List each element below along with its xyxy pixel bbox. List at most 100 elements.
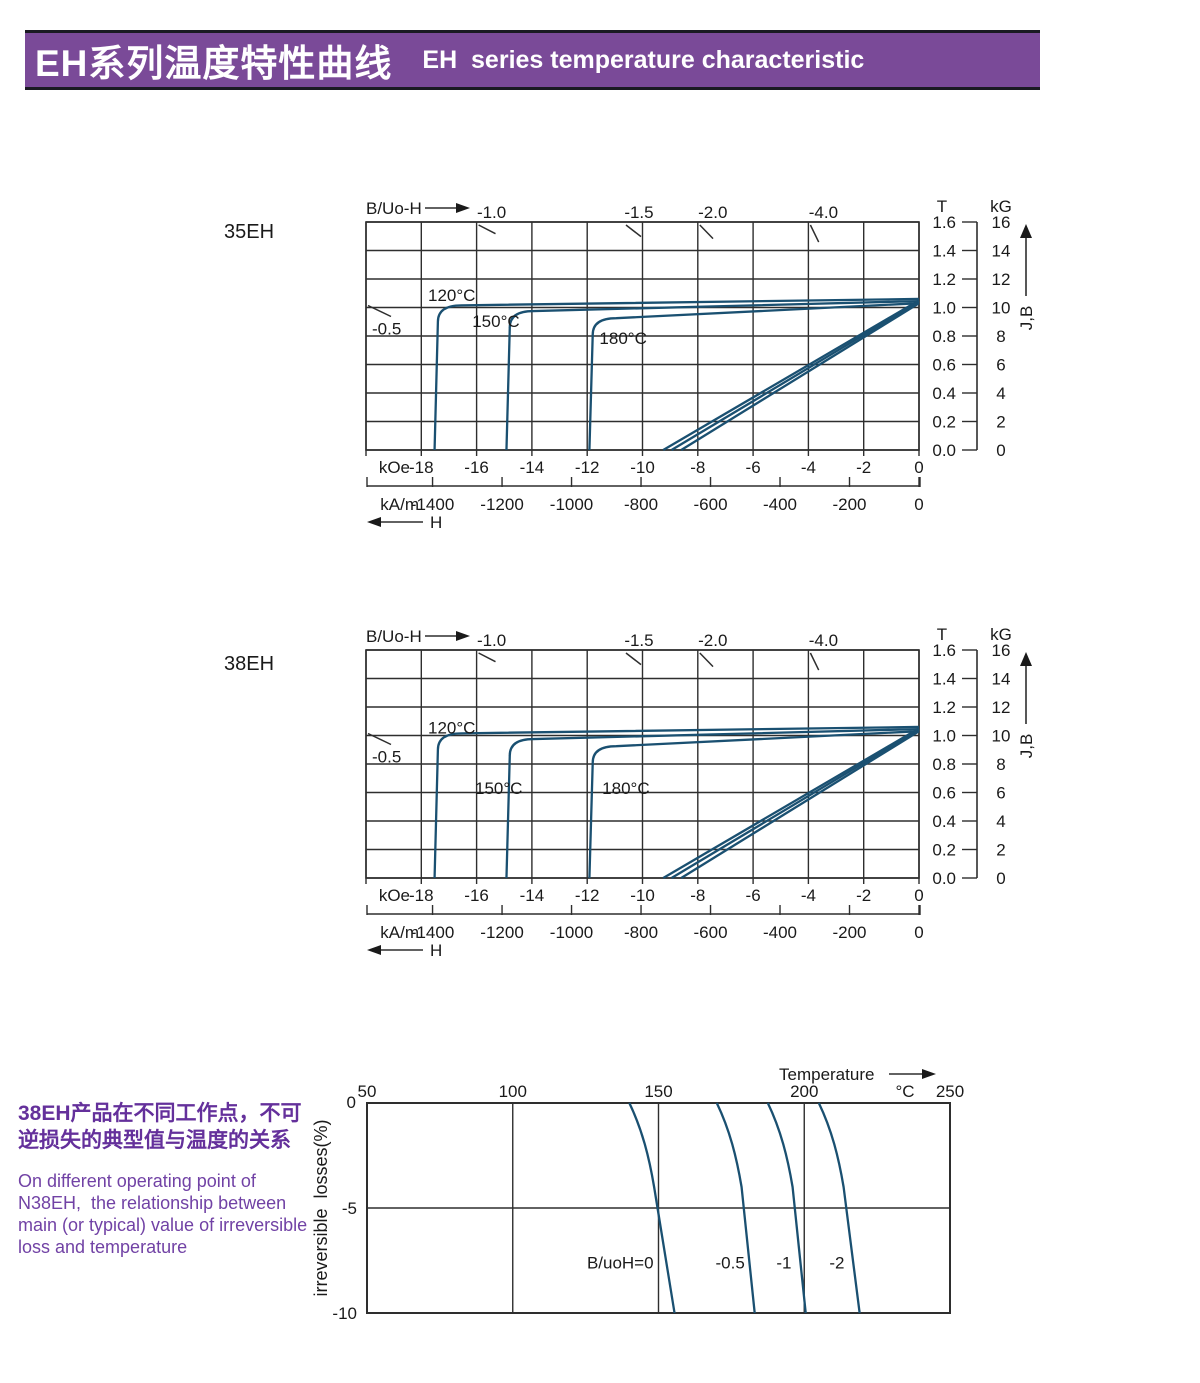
curve-180°C-J bbox=[588, 730, 920, 879]
description-en-line: On different operating point of bbox=[18, 1171, 256, 1191]
load-line-label: -1.5 bbox=[624, 631, 653, 650]
description-zh-line: 逆损失的典型值与温度的关系 bbox=[18, 1129, 291, 1152]
kg-tick-label: 14 bbox=[992, 670, 1011, 689]
load-line-stub bbox=[809, 224, 820, 243]
kam-tick-label: -400 bbox=[763, 923, 797, 942]
kg-tick-label: 12 bbox=[992, 270, 1011, 289]
kam-tick-label: -600 bbox=[694, 923, 728, 942]
chart-title-35eh: 35EH bbox=[224, 221, 275, 243]
curve-120°C-J bbox=[433, 725, 920, 879]
t-tick-label: 1.6 bbox=[932, 641, 956, 660]
curve-150°C-B bbox=[670, 300, 920, 451]
temp-curve-label: 150°C bbox=[472, 312, 519, 331]
loss-tick-label: 0 bbox=[347, 1093, 356, 1112]
t-tick-label: 1.0 bbox=[932, 727, 956, 746]
temp-curve-label: 120°C bbox=[428, 719, 475, 738]
load-line-stub bbox=[367, 304, 392, 318]
kg-unit-label: kG bbox=[990, 197, 1012, 216]
kg-tick-label: 16 bbox=[992, 641, 1011, 660]
kam-tick-label: -200 bbox=[832, 495, 866, 514]
load-line-label: -1.5 bbox=[624, 203, 653, 222]
kam-tick-label: -800 bbox=[624, 923, 658, 942]
celsius-unit-label: °C bbox=[895, 1082, 914, 1101]
loss-tick-label: -5 bbox=[342, 1199, 357, 1218]
curve-180°C-B bbox=[680, 730, 920, 879]
load-line-stub bbox=[699, 652, 714, 668]
t-tick-label: 0.4 bbox=[932, 812, 956, 831]
load-line-label: -0.5 bbox=[372, 748, 401, 767]
kam-tick-label: -800 bbox=[624, 495, 658, 514]
temp-curve-label: 150°C bbox=[475, 779, 522, 798]
demag-chart-35eh: B/Uo-H -1.0 -1.5 -2.0 -4.0 -0.5 120°C 150°C 180°… bbox=[365, 197, 1036, 532]
load-line-label: -4.0 bbox=[809, 631, 838, 650]
page-title-zh: EH系列温度特性曲线 bbox=[35, 43, 393, 84]
temp-tick-label: 200 bbox=[790, 1082, 818, 1101]
koe-tick-label: -18 bbox=[409, 886, 434, 905]
koe-tick-label: -8 bbox=[690, 458, 705, 477]
koe-tick-label: 0 bbox=[914, 886, 923, 905]
koe-unit-label: kOe bbox=[379, 886, 410, 905]
temp-tick-label: 100 bbox=[499, 1082, 527, 1101]
description-en-line: loss and temperature bbox=[18, 1237, 188, 1257]
curve-180°C-J bbox=[588, 302, 920, 451]
b-uo-h-label: B/Uo-H bbox=[366, 199, 422, 218]
koe-tick-label: -2 bbox=[856, 886, 871, 905]
kg-tick-label: 14 bbox=[992, 242, 1011, 261]
koe-tick-label: -14 bbox=[520, 458, 545, 477]
koe-tick-label: -10 bbox=[630, 458, 655, 477]
t-tick-label: 1.6 bbox=[932, 213, 956, 232]
kg-tick-label: 16 bbox=[992, 213, 1011, 232]
load-line-label: -2.0 bbox=[698, 203, 727, 222]
loss-curve-B/uoH=0 bbox=[628, 1102, 676, 1314]
kg-tick-label: 12 bbox=[992, 698, 1011, 717]
jb-axis-label: J,B bbox=[1017, 306, 1036, 331]
koe-tick-label: -14 bbox=[520, 886, 545, 905]
koe-tick-label: -6 bbox=[746, 458, 761, 477]
t-tick-label: 1.2 bbox=[932, 698, 956, 717]
chart-title-38eh: 38EH bbox=[224, 653, 275, 675]
curve-150°C-J bbox=[505, 299, 920, 451]
koe-tick-label: -16 bbox=[464, 458, 489, 477]
kg-tick-label: 10 bbox=[992, 727, 1011, 746]
description-en-line: main (or typical) value of irreversible bbox=[18, 1215, 308, 1235]
right-arrowhead-icon bbox=[456, 203, 470, 213]
kg-tick-label: 2 bbox=[996, 413, 1005, 432]
description-en-block: On different operating point of N38EH, t… bbox=[18, 1170, 318, 1258]
loss-axis-label: irreversible losses(%) bbox=[311, 1119, 331, 1296]
loss-curve--2 bbox=[817, 1102, 861, 1314]
loss-curve-label: -0.5 bbox=[716, 1254, 745, 1273]
load-line-stub bbox=[478, 652, 496, 663]
temp-tick-label: 250 bbox=[936, 1082, 964, 1101]
t-unit-label: T bbox=[937, 625, 947, 644]
loss-curve-label: -1 bbox=[776, 1254, 791, 1273]
up-arrowhead-icon bbox=[1020, 652, 1032, 666]
load-line-label: -1.0 bbox=[477, 203, 506, 222]
kg-tick-label: 8 bbox=[996, 755, 1005, 774]
header-banner: EH系列温度特性曲线 EH series temperature charact… bbox=[25, 30, 1040, 90]
t-tick-label: 0.2 bbox=[932, 841, 956, 860]
koe-tick-label: 0 bbox=[914, 458, 923, 477]
t-tick-label: 1.4 bbox=[932, 242, 956, 261]
temp-curve-label: 180°C bbox=[602, 779, 649, 798]
kam-tick-label: -1400 bbox=[411, 923, 454, 942]
koe-tick-label: -4 bbox=[801, 886, 816, 905]
t-tick-label: 1.2 bbox=[932, 270, 956, 289]
kg-tick-label: 6 bbox=[996, 784, 1005, 803]
description-en-line: N38EH, the relationship between bbox=[18, 1193, 287, 1213]
description-zh-line: 38EH产品在不同工作点，不可 bbox=[18, 1102, 302, 1125]
kam-tick-label: -1000 bbox=[550, 923, 593, 942]
kg-tick-label: 8 bbox=[996, 327, 1005, 346]
page-title-en: EH series temperature characteristic bbox=[422, 45, 865, 74]
kg-tick-label: 4 bbox=[996, 812, 1005, 831]
loss-tick-label: -10 bbox=[332, 1304, 357, 1323]
curve-180°C-B bbox=[680, 302, 920, 451]
koe-tick-label: -4 bbox=[801, 458, 816, 477]
koe-unit-label: kOe bbox=[379, 458, 410, 477]
t-tick-label: 0.0 bbox=[932, 441, 956, 460]
t-tick-label: 0.2 bbox=[932, 413, 956, 432]
curve-150°C-B bbox=[670, 728, 920, 879]
kam-tick-label: 0 bbox=[914, 923, 923, 942]
load-line-stub bbox=[809, 652, 820, 671]
load-line-stub bbox=[367, 732, 392, 746]
